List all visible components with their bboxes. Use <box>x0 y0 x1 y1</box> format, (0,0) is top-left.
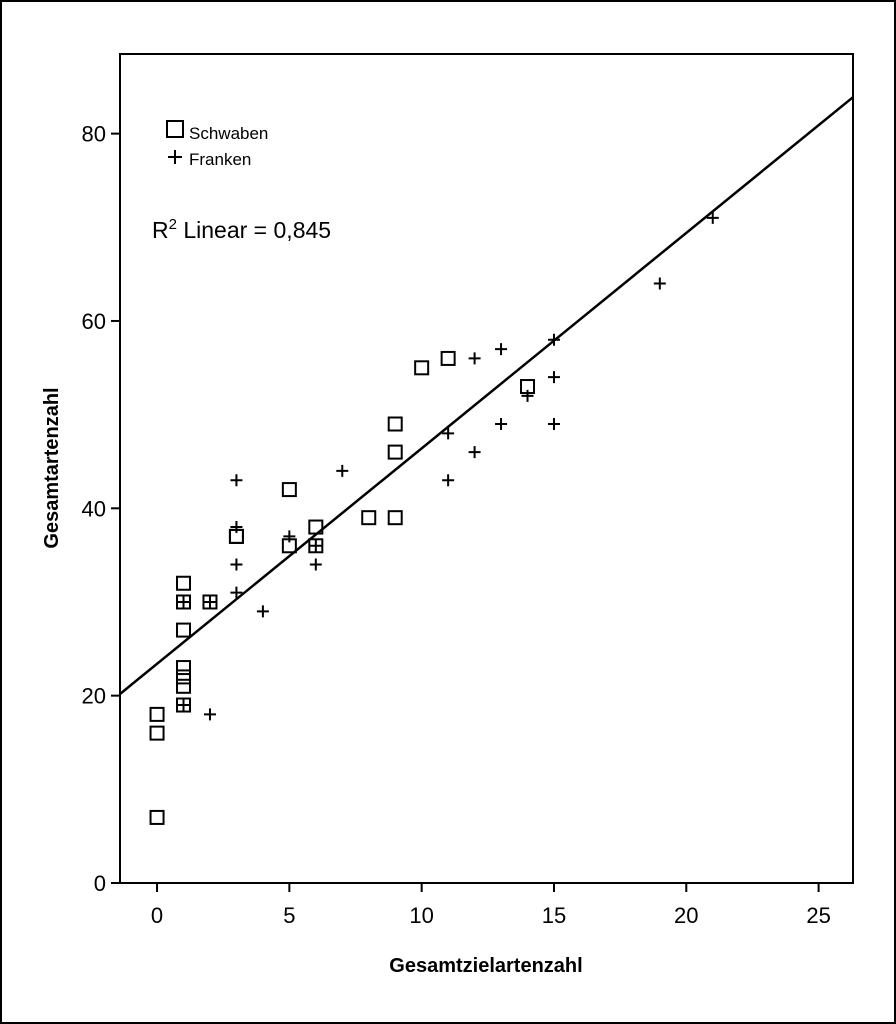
point-franken <box>230 558 243 571</box>
x-tick-label: 0 <box>151 903 163 928</box>
point-franken <box>177 595 190 608</box>
point-schwaben <box>387 510 403 526</box>
point-schwaben <box>176 622 192 638</box>
x-tick-label: 10 <box>409 903 433 928</box>
legend-marker-schwaben <box>166 120 184 138</box>
point-schwaben <box>387 416 403 432</box>
point-franken <box>203 595 216 608</box>
point-schwaben <box>361 510 377 526</box>
point-schwaben <box>176 660 192 676</box>
plot-area <box>119 53 854 884</box>
point-schwaben <box>176 697 192 713</box>
y-tick-label: 0 <box>94 871 106 896</box>
point-franken <box>495 343 508 356</box>
point-franken <box>706 211 719 224</box>
point-schwaben <box>202 594 218 610</box>
point-franken <box>442 474 455 487</box>
point-franken <box>547 371 560 384</box>
point-schwaben <box>149 725 165 741</box>
y-tick-label: 40 <box>82 496 106 521</box>
r-squared-superscript: 2 <box>169 216 177 233</box>
point-schwaben <box>176 594 192 610</box>
r-squared-value: Linear = 0,845 <box>177 217 331 243</box>
x-tick-label: 25 <box>806 903 830 928</box>
fit-line <box>119 96 854 695</box>
x-tick-label: 15 <box>542 903 566 928</box>
point-schwaben <box>176 678 192 694</box>
legend-label-franken: Franken <box>189 150 251 169</box>
r-squared-prefix: R <box>152 217 169 243</box>
point-schwaben <box>387 444 403 460</box>
point-schwaben <box>149 809 165 825</box>
x-axis: 0 5 10 15 20 25 <box>151 883 831 928</box>
point-franken <box>442 427 455 440</box>
point-franken <box>653 277 666 290</box>
point-franken <box>468 446 481 459</box>
y-tick-label: 60 <box>82 309 106 334</box>
legend: Schwaben Franken <box>166 120 268 169</box>
x-axis-title: Gesamtzielartenzahl <box>389 955 582 977</box>
point-franken <box>547 333 560 346</box>
y-tick-label: 20 <box>82 684 106 709</box>
point-schwaben <box>176 575 192 591</box>
data-points <box>149 211 719 825</box>
point-franken <box>177 699 190 712</box>
point-franken <box>336 464 349 477</box>
point-franken <box>521 389 534 402</box>
point-franken <box>283 530 296 543</box>
x-tick-label: 20 <box>674 903 698 928</box>
point-schwaben <box>308 519 324 535</box>
x-tick-label: 5 <box>283 903 295 928</box>
y-axis-title: Gesamtartenzahl <box>41 387 63 548</box>
point-franken <box>230 474 243 487</box>
point-franken <box>203 708 216 721</box>
legend-marker-franken <box>168 150 182 164</box>
point-schwaben <box>149 706 165 722</box>
point-franken <box>230 586 243 599</box>
point-franken <box>547 418 560 431</box>
fit-line-group <box>119 96 854 695</box>
point-franken <box>230 521 243 534</box>
point-schwaben <box>176 669 192 685</box>
point-schwaben <box>414 360 430 376</box>
point-franken <box>309 539 322 552</box>
point-franken <box>309 558 322 571</box>
point-franken <box>495 418 508 431</box>
point-schwaben <box>281 482 297 498</box>
point-schwaben <box>440 350 456 366</box>
y-axis: 0 20 40 60 80 <box>82 122 120 896</box>
point-franken <box>468 352 481 365</box>
y-tick-label: 80 <box>82 122 106 147</box>
point-schwaben <box>308 538 324 554</box>
legend-label-schwaben: Schwaben <box>189 124 268 143</box>
point-franken <box>256 605 269 618</box>
r-squared-annotation: R2 Linear = 0,845 <box>152 216 331 243</box>
